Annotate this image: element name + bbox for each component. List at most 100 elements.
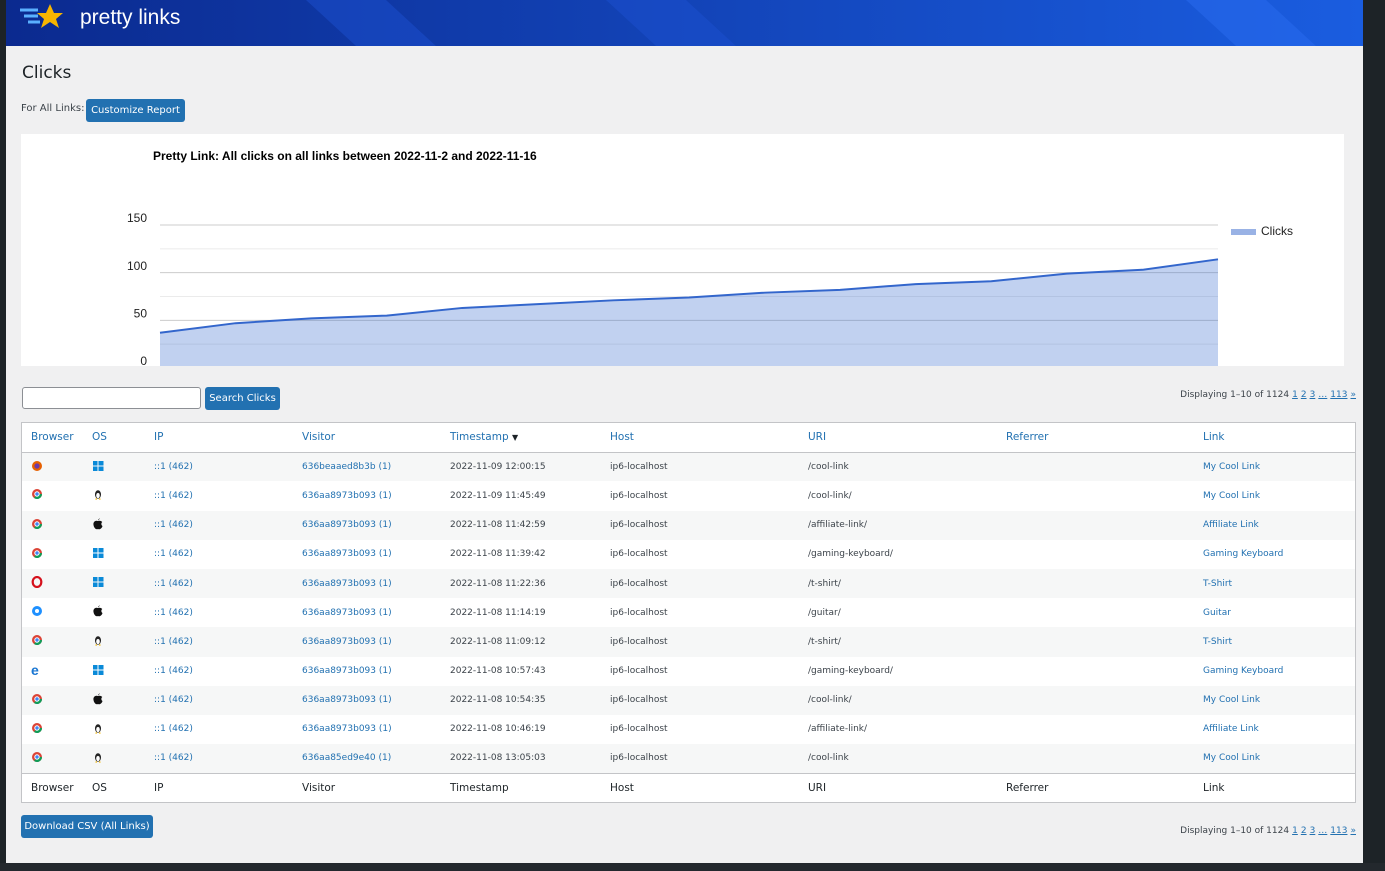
column-header[interactable]: Referrer: [997, 423, 1194, 453]
visitor[interactable]: 636aa8973b093 (1): [302, 724, 392, 735]
host: ip6-localhost: [610, 607, 668, 618]
timestamp: 2022-11-08 11:42:59: [450, 520, 546, 531]
host: ip6-localhost: [610, 695, 668, 706]
link[interactable]: T-Shirt: [1203, 636, 1233, 647]
legend-label: Clicks: [1261, 224, 1293, 238]
link[interactable]: T-Shirt: [1203, 578, 1233, 589]
page-link[interactable]: 113: [1330, 390, 1348, 400]
icon: [93, 518, 103, 529]
page-link[interactable]: 3: [1309, 390, 1316, 400]
referrer: [997, 627, 1194, 656]
timestamp: 2022-11-08 11:14:19: [450, 607, 546, 618]
brand: pretty links: [80, 6, 180, 29]
link[interactable]: Affiliate Link: [1203, 724, 1259, 735]
referrer: [997, 452, 1194, 481]
visitor[interactable]: 636aa8973b093 (1): [302, 666, 392, 677]
link[interactable]: Guitar: [1203, 607, 1231, 618]
host: ip6-localhost: [610, 724, 668, 735]
icon-cell: [83, 569, 145, 598]
column-header[interactable]: OS: [83, 423, 145, 453]
table-row: ::1 (462) 636aa8973b093 (1) 2022-11-08 10:…: [22, 714, 1355, 745]
timestamp: 2022-11-09 11:45:49: [450, 490, 546, 501]
ip[interactable]: ::1 (462): [154, 549, 193, 560]
ip[interactable]: ::1 (462): [154, 578, 193, 589]
column-header[interactable]: Browser: [22, 423, 83, 453]
column-header-text: URI: [808, 431, 827, 444]
link[interactable]: Affiliate Link: [1203, 520, 1259, 531]
visitor[interactable]: 636aa8973b093 (1): [302, 578, 392, 589]
visitor[interactable]: 636aa8973b093 (1): [302, 520, 392, 531]
table-row: ::1 (462) 636aa8973b093 (1) 2022-11-08 11:…: [22, 568, 1355, 599]
column-header[interactable]: Visitor: [293, 423, 441, 453]
visitor[interactable]: 636aa8973b093 (1): [302, 549, 392, 560]
page-link[interactable]: 1: [1292, 826, 1298, 836]
referrer: [997, 569, 1194, 598]
page-link[interactable]: …: [1318, 390, 1328, 400]
icon: [32, 693, 42, 704]
link[interactable]: My Cool Link: [1203, 753, 1261, 764]
uri: /gaming-keyboard/: [808, 666, 893, 677]
search-button[interactable]: Search Clicks: [205, 387, 280, 410]
icon-cell: e: [22, 657, 83, 686]
icon: [32, 606, 42, 617]
sort-indicator: ▼: [511, 433, 519, 443]
column-header[interactable]: Link: [1194, 423, 1355, 453]
ip[interactable]: ::1 (462): [154, 753, 193, 764]
icon: [93, 605, 103, 617]
visitor[interactable]: 636beaaed8b3b (1): [302, 462, 392, 473]
ip[interactable]: ::1 (462): [154, 607, 193, 618]
header-banner: pretty links: [6, 0, 1363, 46]
column-header[interactable]: URI: [799, 423, 997, 453]
column-footer: Visitor: [293, 772, 441, 803]
column-footer: Timestamp: [441, 772, 601, 803]
icon-cell: [22, 686, 83, 715]
page-link[interactable]: »: [1350, 390, 1356, 400]
timestamp: 2022-11-08 13:05:03: [450, 753, 546, 764]
page-link[interactable]: …: [1318, 826, 1328, 836]
ip[interactable]: ::1 (462): [154, 724, 193, 735]
ip[interactable]: ::1 (462): [154, 695, 193, 706]
column-header[interactable]: Timestamp ▼: [441, 423, 601, 453]
page-link[interactable]: »: [1350, 826, 1356, 836]
referrer: [997, 686, 1194, 715]
icon: [93, 547, 104, 558]
visitor[interactable]: 636aa8973b093 (1): [302, 607, 392, 618]
customize-button[interactable]: Customize Report: [86, 99, 185, 122]
icon-cell: [83, 598, 145, 627]
visitor[interactable]: 636aa85ed9e40 (1): [302, 753, 392, 764]
svg-text:e: e: [31, 664, 39, 676]
download-button[interactable]: Download CSV (All Links): [21, 815, 153, 838]
timestamp: 2022-11-08 11:22:36: [450, 578, 546, 589]
page-link[interactable]: 2: [1300, 390, 1307, 400]
ip[interactable]: ::1 (462): [154, 520, 193, 531]
page-link[interactable]: 2: [1300, 826, 1307, 836]
visitor[interactable]: 636aa8973b093 (1): [302, 636, 392, 647]
link[interactable]: My Cool Link: [1203, 490, 1261, 501]
link[interactable]: Gaming Keyboard: [1203, 666, 1284, 677]
ip[interactable]: ::1 (462): [154, 666, 193, 677]
column-header[interactable]: IP: [145, 423, 293, 453]
uri: /guitar/: [808, 607, 841, 618]
column-header[interactable]: Host: [601, 423, 799, 453]
visitor[interactable]: 636aa8973b093 (1): [302, 695, 392, 706]
icon: [93, 664, 104, 675]
icon: [32, 489, 42, 500]
page-link[interactable]: 1: [1292, 390, 1298, 400]
link[interactable]: My Cool Link: [1203, 462, 1261, 473]
link[interactable]: Gaming Keyboard: [1203, 549, 1284, 560]
referrer: [997, 481, 1194, 510]
uri: /affiliate-link/: [808, 724, 868, 735]
chart-title: Pretty Link: All clicks on all links bet…: [153, 149, 537, 163]
search-input[interactable]: [22, 387, 201, 409]
column-footer: OS: [83, 772, 145, 803]
visitor[interactable]: 636aa8973b093 (1): [302, 490, 392, 501]
page-link[interactable]: 113: [1330, 826, 1348, 836]
column-header-text: Browser: [31, 431, 74, 444]
uri: /affiliate-link/: [808, 520, 868, 531]
y-tick-label: 150: [127, 211, 147, 225]
link[interactable]: My Cool Link: [1203, 695, 1261, 706]
ip[interactable]: ::1 (462): [154, 490, 193, 501]
ip[interactable]: ::1 (462): [154, 462, 193, 473]
page-link[interactable]: 3: [1309, 826, 1316, 836]
ip[interactable]: ::1 (462): [154, 636, 193, 647]
